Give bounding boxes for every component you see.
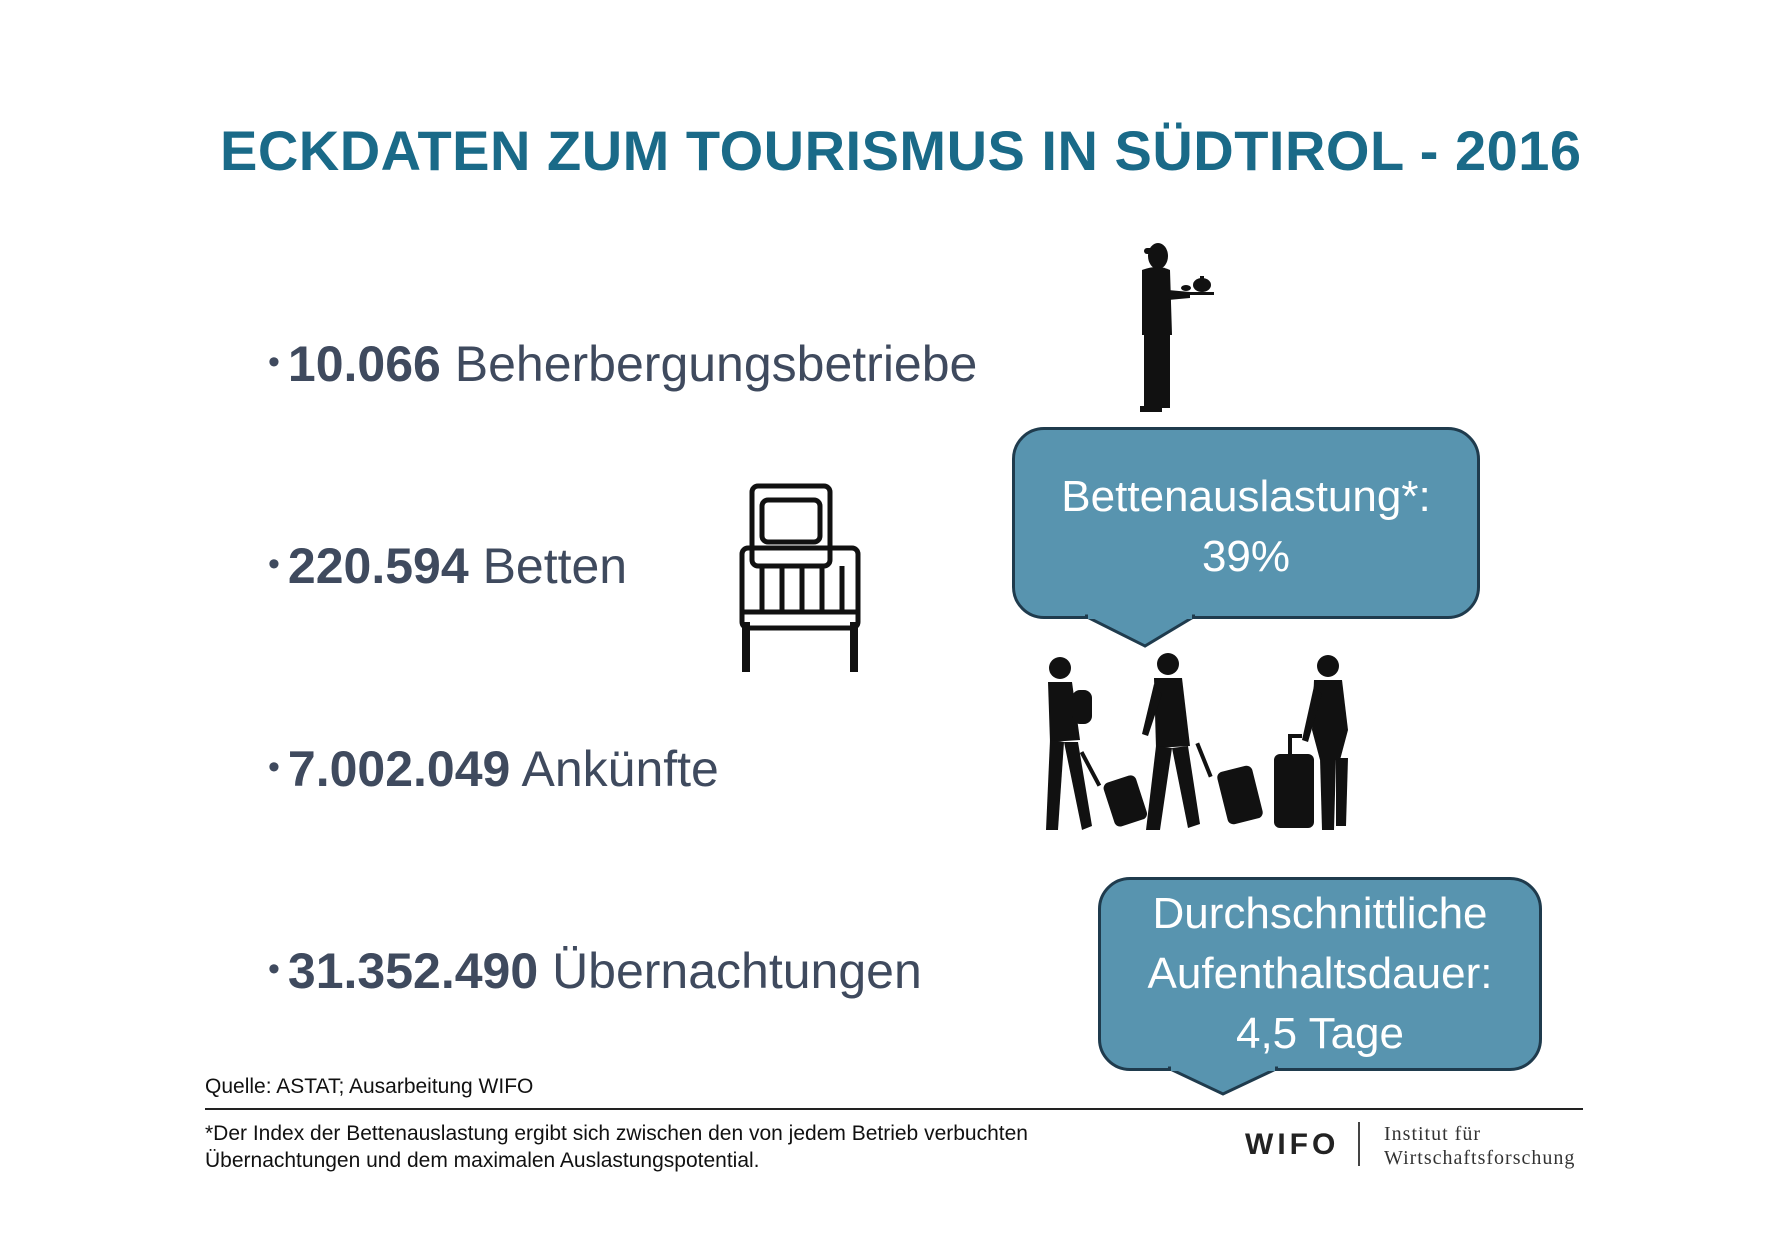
callout-value: 4,5 Tage [1235, 1009, 1404, 1058]
callout-pointer [1168, 1066, 1278, 1096]
institute-line: Institut für [1384, 1123, 1481, 1145]
callout-label: Bettenauslastung*: [1061, 472, 1431, 521]
waiter-icon [1140, 243, 1214, 412]
stat-value: 7.002.049 [287, 741, 511, 797]
travelers-icon [1046, 653, 1348, 830]
callout-label: Aufenthaltsdauer: [1147, 949, 1493, 998]
source-note: Quelle: ASTAT; Ausarbeitung WIFO [205, 1075, 534, 1098]
page-title: ECKDATEN ZUM TOURISMUS IN SÜDTIROL - 201… [220, 119, 1582, 182]
stat-value: 10.066 [287, 336, 441, 392]
stat-label: Ankünfte [521, 741, 719, 797]
stat-arrivals: • 7.002.049 Ankünfte [268, 740, 719, 798]
bullet: • [268, 950, 280, 988]
footnote: *Der Index der Bettenauslastung ergibt s… [205, 1122, 1028, 1172]
occupancy-callout: Bettenauslastung*: 39% [1012, 427, 1480, 619]
callout-pointer [1085, 614, 1195, 648]
stat-beds: • 220.594 Betten [268, 537, 627, 595]
stat-label: Übernachtungen [552, 943, 922, 999]
stat-value: 220.594 [287, 538, 469, 594]
bullet: • [268, 545, 280, 583]
stat-overnights: • 31.352.490 Übernachtungen [268, 942, 922, 1000]
stay-duration-callout: Durchschnittliche Aufenthaltsdauer: 4,5 … [1098, 877, 1542, 1071]
stat-value: 31.352.490 [287, 943, 539, 999]
stat-label: Betten [482, 538, 628, 594]
stat-label: Beherbergungsbetriebe [454, 336, 978, 392]
logo-divider [1358, 1122, 1360, 1166]
callout-value: 39% [1201, 532, 1291, 581]
bed-icon [739, 483, 861, 672]
stat-businesses: • 10.066 Beherbergungsbetriebe [268, 335, 977, 393]
institute-line: Wirtschaftsforschung [1384, 1147, 1576, 1169]
institute-name: Institut für Wirtschaftsforschung [1384, 1122, 1575, 1170]
wifo-logo: WIFO [1245, 1128, 1340, 1161]
bullet: • [268, 343, 280, 381]
callout-label: Durchschnittliche [1152, 889, 1488, 938]
divider [205, 1108, 1583, 1110]
bullet: • [268, 748, 280, 786]
